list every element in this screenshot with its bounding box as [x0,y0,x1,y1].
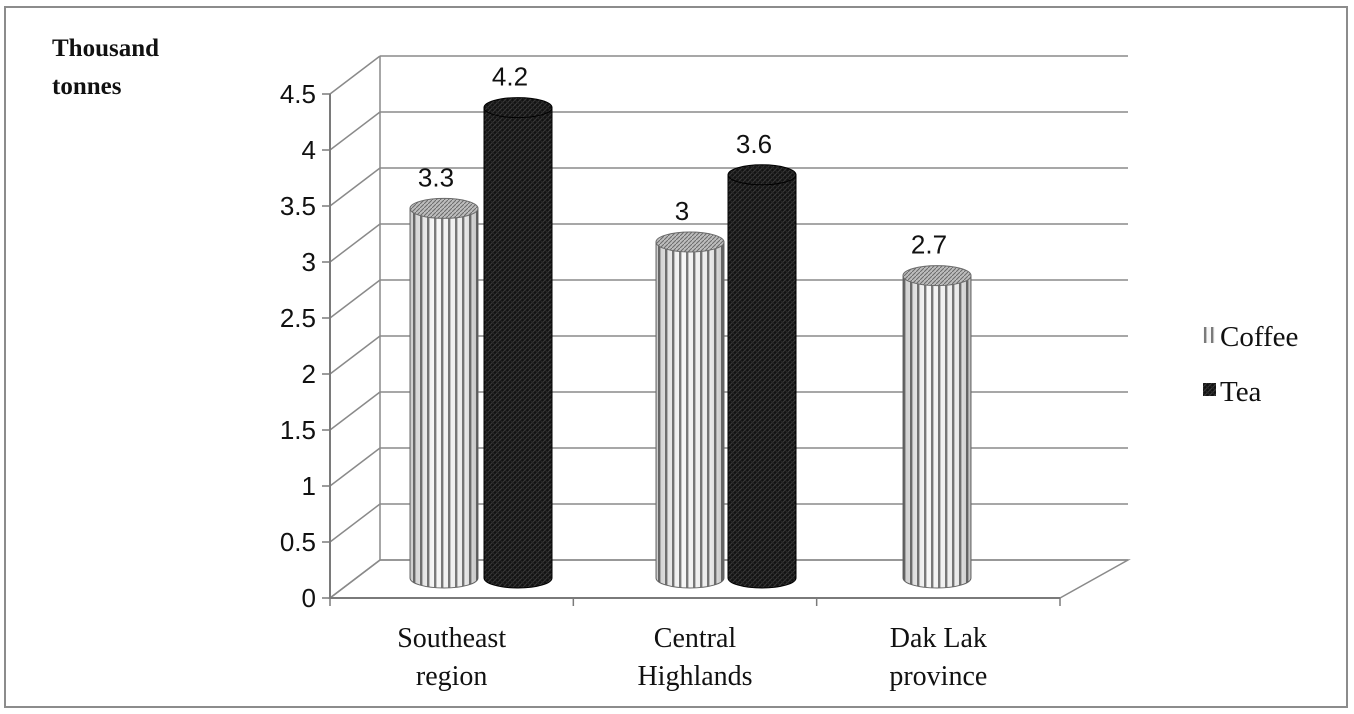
legend-item-coffee: Coffee [1203,321,1298,353]
side-gridline [329,111,381,151]
legend-label-coffee: Coffee [1220,321,1298,353]
y-tick-label: 1.5 [280,415,316,445]
y-tick-label: 2.5 [280,303,316,333]
bar-coffee-1 [655,231,725,589]
side-gridline [329,391,381,431]
side-gridline [329,503,381,543]
bar-top [655,231,725,253]
y-tick-label: 0 [302,583,316,613]
y-tick-label: 4.5 [280,79,316,109]
side-gridline [329,167,381,207]
category-label-0-line-1: region [416,661,488,692]
category-labels: Southeast region Central Highlands Dak Lak pr… [397,623,987,692]
y-tick-label: 2 [302,359,316,389]
side-gridline [329,335,381,375]
bar-top [409,197,479,219]
coffee-swatch [1203,327,1215,343]
bar-shade [656,242,724,588]
side-gridline [329,447,381,487]
y-axis-ticks: 0 0.5 1 1.5 2 2.5 3 3.5 4 4.5 [280,79,316,613]
legend-label-tea: Tea [1220,376,1262,408]
data-label-coffee-0: 3.3 [418,162,454,192]
unit-label-line-2: tonnes [52,73,122,100]
category-label-2-line-0: Dak Lak [890,623,987,654]
unit-label-line-1: Thousand [52,35,159,62]
side-gridline [329,223,381,263]
legend: Coffee Tea [1203,321,1298,408]
category-label-0-line-0: Southeast [397,623,506,654]
y-tick-label: 3 [302,247,316,277]
tea-swatch [1203,383,1216,396]
category-label-1-line-0: Central [654,623,737,654]
bar-body [727,174,797,589]
bar-top [727,164,797,186]
side-gridline [329,55,381,95]
axes [322,93,1061,606]
bar-top [902,265,972,287]
y-tick-label: 4 [302,135,316,165]
y-tick-label: 3.5 [280,191,316,221]
legend-item-tea: Tea [1203,376,1262,408]
bar-top [483,97,553,119]
bar-body [483,107,553,589]
side-gridline [329,559,381,599]
data-label-coffee-1: 3 [675,196,689,226]
bars [409,97,972,589]
data-label-coffee-2: 2.7 [911,230,947,260]
bar-shade [903,275,971,588]
bar-tea-0 [483,97,553,589]
bar-coffee-0 [409,197,479,589]
data-label-tea-0: 4.2 [492,62,528,92]
bar-coffee-2 [902,265,972,589]
unit-label: Thousand tonnes [52,35,165,100]
bar-tea-1 [727,164,797,589]
y-tick-label: 0.5 [280,527,316,557]
side-gridline [329,279,381,319]
data-labels: 3.3 3 2.7 4.2 3.6 [418,62,947,260]
category-label-2-line-1: province [889,661,987,692]
category-label-1-line-1: Highlands [637,661,752,692]
bar-shade [410,208,478,588]
y-tick-label: 1 [302,471,316,501]
data-label-tea-1: 3.6 [736,129,772,159]
